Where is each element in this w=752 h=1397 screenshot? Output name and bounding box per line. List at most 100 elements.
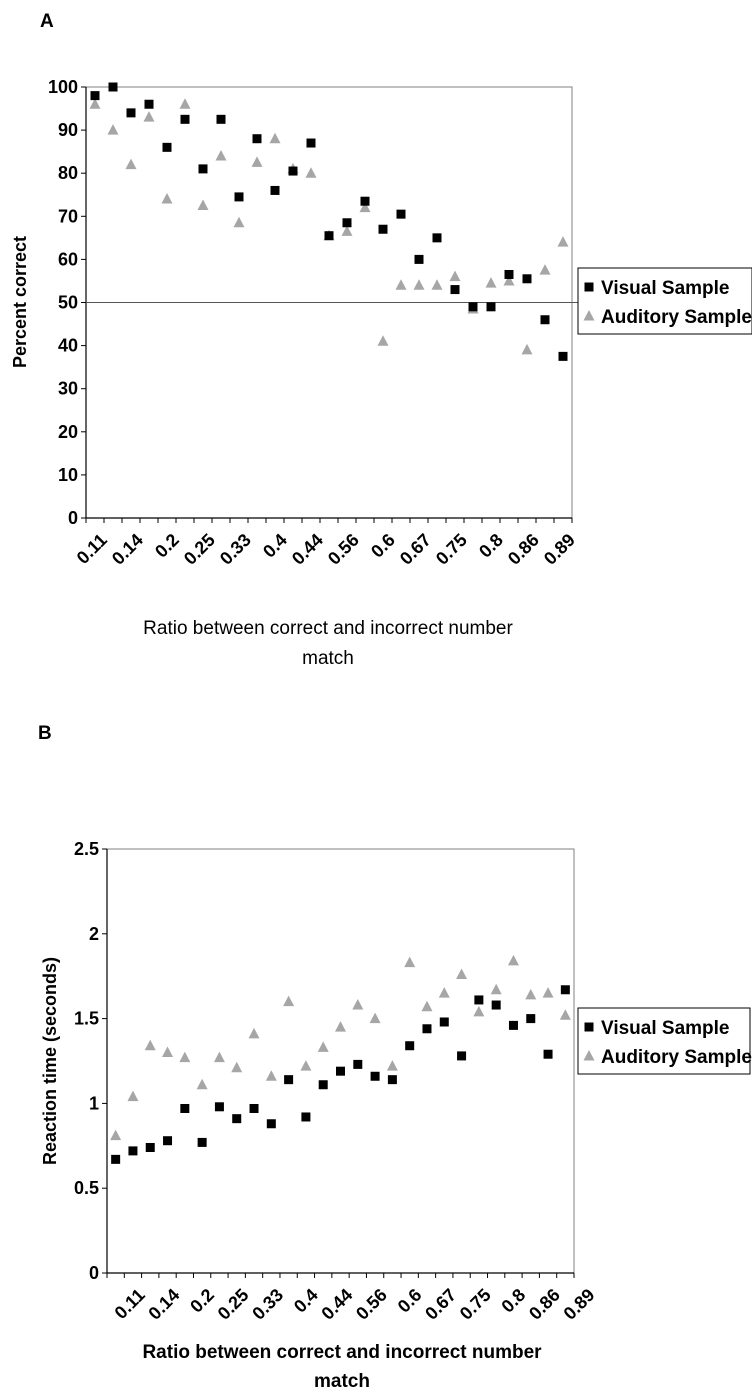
visual-sample-point	[387, 1075, 397, 1085]
visual-sample-point	[197, 1137, 207, 1147]
auditory-sample-point	[317, 1041, 329, 1052]
legend: Visual Sample Auditory Sample	[577, 1007, 752, 1075]
visual-sample-point	[457, 1051, 467, 1061]
auditory-sample-point	[431, 279, 443, 290]
auditory-sample-point	[107, 124, 119, 135]
x-tick-label: 0.86	[525, 1285, 564, 1324]
visual-sample-point	[353, 1059, 363, 1069]
auditory-sample-point	[196, 1078, 208, 1090]
visual-sample-point	[540, 315, 550, 325]
x-tick-label: 0.89	[540, 530, 579, 569]
auditory-sample-point	[386, 1060, 398, 1071]
x-tick-label: 0.33	[248, 1285, 287, 1324]
y-tick-label: 2	[89, 924, 99, 944]
visual-sample-point	[249, 1103, 259, 1113]
legend-entry-label: Auditory Sample	[601, 1047, 752, 1068]
x-tick-label: 0.75	[432, 530, 471, 569]
visual-sample-point	[318, 1080, 328, 1090]
visual-sample-point	[198, 164, 208, 174]
auditory-sample-point	[305, 167, 317, 178]
x-tick-label: 0.2	[151, 530, 183, 562]
x-tick-label: 0.11	[111, 1285, 149, 1323]
visual-sample-point	[288, 166, 298, 176]
visual-sample-point	[126, 108, 136, 118]
visual-sample-point	[128, 1146, 138, 1156]
y-axis-label: Percent correct	[10, 236, 30, 368]
auditory-sample-point	[269, 132, 281, 144]
x-tick-label: 0.4	[259, 530, 291, 562]
visual-sample-point	[522, 274, 532, 284]
x-tick-label: 0.67	[396, 530, 435, 569]
x-axis-label-line-2: match	[302, 648, 354, 669]
auditory-sample-point	[557, 236, 569, 247]
auditory-sample-point	[352, 999, 364, 1010]
auditory-sample-point	[413, 279, 425, 290]
y-tick-label: 70	[58, 206, 78, 226]
x-tick-label: 0.67	[421, 1285, 460, 1324]
auditory-sample-point	[179, 1051, 191, 1063]
y-tick-label: 80	[58, 163, 78, 183]
auditory-sample-point	[449, 270, 461, 282]
auditory-sample-point	[335, 1021, 346, 1032]
visual-sample-point	[396, 209, 406, 219]
auditory-sample-point	[161, 193, 173, 204]
visual-sample-point	[108, 82, 118, 92]
visual-sample-point	[216, 114, 226, 124]
auditory-sample-point	[438, 987, 450, 998]
y-tick-label: 100	[48, 77, 78, 97]
auditory-sample-point	[283, 995, 295, 1007]
auditory-sample-point	[485, 277, 497, 288]
auditory-sample-point	[213, 1051, 225, 1063]
x-tick-label: 0.8	[475, 530, 507, 562]
x-tick-label: 0.25	[180, 530, 219, 569]
auditory-sample-point	[404, 956, 416, 968]
auditory-sample-point	[490, 983, 502, 995]
visual-sample-point	[270, 185, 280, 195]
visual-sample-point	[180, 1103, 190, 1113]
visual-sample-point	[486, 302, 496, 312]
x-tick-label: 0.75	[456, 1285, 495, 1324]
legend-marker-auditory	[583, 310, 595, 321]
x-tick-label: 0.6	[394, 1285, 426, 1317]
x-tick-label: 0.44	[317, 1285, 356, 1324]
visual-sample-point	[543, 1049, 553, 1059]
auditory-sample-point	[525, 988, 537, 1000]
x-tick-label: 0.6	[367, 530, 399, 562]
y-tick-label: 90	[58, 120, 78, 140]
y-tick-label: 1	[89, 1093, 99, 1113]
x-tick-label: 0.11	[73, 530, 111, 568]
auditory-sample-point	[179, 98, 191, 109]
visual-sample-point	[558, 351, 568, 361]
auditory-sample-point	[162, 1046, 174, 1058]
y-tick-label: 1.5	[74, 1009, 99, 1029]
y-tick-label: 0.5	[74, 1178, 99, 1198]
auditory-sample-point	[143, 111, 155, 122]
visual-sample-point	[306, 138, 316, 148]
legend-box	[577, 267, 752, 335]
auditory-sample-point	[127, 1090, 139, 1102]
visual-sample-point	[508, 1020, 518, 1030]
x-tick-label: 0.89	[560, 1285, 599, 1324]
legend-marker-visual	[584, 1022, 594, 1032]
visual-sample-point	[266, 1119, 276, 1129]
auditory-sample-point	[144, 1039, 156, 1051]
panel-b: B 0 0.5 1 1.5 2 2.5 0.110.14 0.20.250.33 0.40.44…	[38, 723, 752, 1392]
auditory-sample-point	[542, 987, 554, 998]
y-tick-label: 50	[58, 293, 78, 313]
x-axis-label-line-2: match	[314, 1371, 370, 1392]
visual-sample-point	[491, 1000, 501, 1010]
auditory-sample-point	[341, 225, 353, 236]
visual-sample-point	[162, 142, 172, 152]
x-tick-label: 0.2	[186, 1285, 218, 1317]
visual-sample-point	[284, 1075, 294, 1085]
auditory-sample-point	[559, 1009, 571, 1020]
visual-sample-point	[378, 224, 388, 234]
visual-sample-point	[474, 995, 484, 1005]
visual-sample-point	[342, 218, 352, 228]
auditory-sample-point	[473, 1005, 485, 1017]
x-tick-label: 0.25	[214, 1285, 253, 1324]
data-points	[89, 82, 569, 361]
visual-sample-point	[234, 192, 244, 202]
visual-sample-point	[439, 1017, 449, 1027]
visual-sample-point	[144, 99, 154, 109]
